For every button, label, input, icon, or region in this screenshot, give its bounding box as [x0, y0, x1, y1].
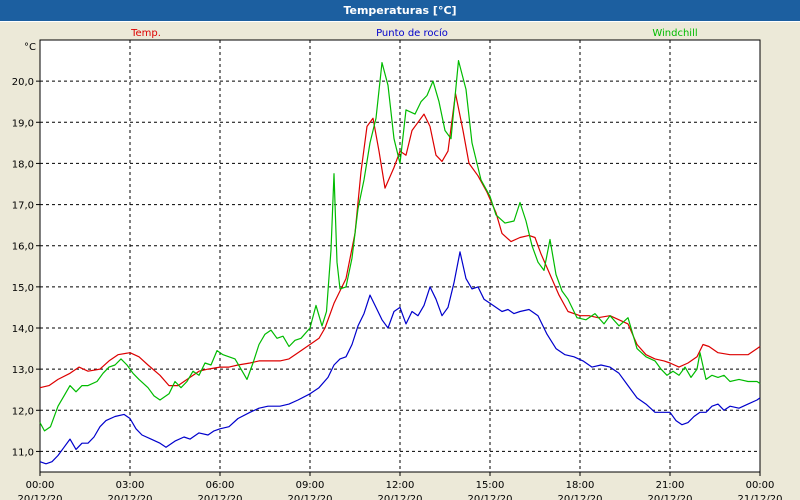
x-tick-time-label: 00:00: [746, 480, 775, 491]
legend-entry-1: Punto de rocío: [376, 27, 448, 39]
y-tick-label: 18,0: [12, 159, 34, 170]
legend-entry-2: Windchill: [652, 28, 697, 39]
x-tick-time-label: 00:00: [26, 480, 55, 491]
window-titlebar: Temperaturas [°C]: [0, 0, 800, 22]
x-tick-date-label: 20/12/20: [288, 494, 333, 500]
y-tick-label: 20,0: [12, 77, 34, 88]
temperature-chart: 11,0 12,0 13,0 14,0 15,0 16,0 17,0 18,0 19,0 20,0…: [12, 27, 783, 500]
x-tick-time-label: 09:00: [296, 480, 325, 491]
series-line-0: [39, 92, 761, 389]
grid: [40, 40, 760, 472]
series-line-1: [39, 251, 761, 465]
x-tick-time-label: 12:00: [386, 480, 415, 491]
legend: Temp. Punto de rocío Windchill: [130, 27, 698, 39]
x-tick-date-label: 20/12/20: [108, 494, 153, 500]
axes: 11,0 12,0 13,0 14,0 15,0 16,0 17,0 18,0 19,0 20,0…: [12, 42, 783, 500]
y-tick-label: 13,0: [12, 365, 34, 376]
x-tick-date-label: 20/12/20: [198, 494, 243, 500]
x-tick-time-label: 03:00: [116, 480, 145, 491]
x-tick-time-label: 06:00: [206, 480, 235, 491]
chart-title: Temperaturas [°C]: [343, 4, 457, 17]
y-tick-label: 11,0: [12, 447, 34, 458]
legend-entry-0: Temp.: [130, 28, 161, 39]
y-tick-label: 19,0: [12, 118, 34, 129]
y-tick-label: 17,0: [12, 201, 34, 212]
series: [39, 60, 761, 465]
y-tick-label: 12,0: [12, 406, 34, 417]
x-tick-time-label: 15:00: [476, 480, 505, 491]
x-tick-date-label: 20/12/20: [558, 494, 603, 500]
x-tick-date-label: 20/12/20: [468, 494, 513, 500]
x-tick-time-label: 21:00: [656, 480, 685, 491]
y-tick-label: 14,0: [12, 324, 34, 335]
x-tick-date-label: 21/12/20: [738, 494, 783, 500]
x-tick-date-label: 20/12/20: [648, 494, 693, 500]
x-tick-time-label: 18:00: [566, 480, 595, 491]
y-axis-label: °C: [24, 42, 36, 53]
x-tick-date-label: 20/12/20: [378, 494, 423, 500]
y-tick-label: 15,0: [12, 283, 34, 294]
y-tick-label: 16,0: [12, 242, 34, 253]
x-tick-date-label: 20/12/20: [18, 494, 63, 500]
series-line-2: [39, 60, 761, 432]
